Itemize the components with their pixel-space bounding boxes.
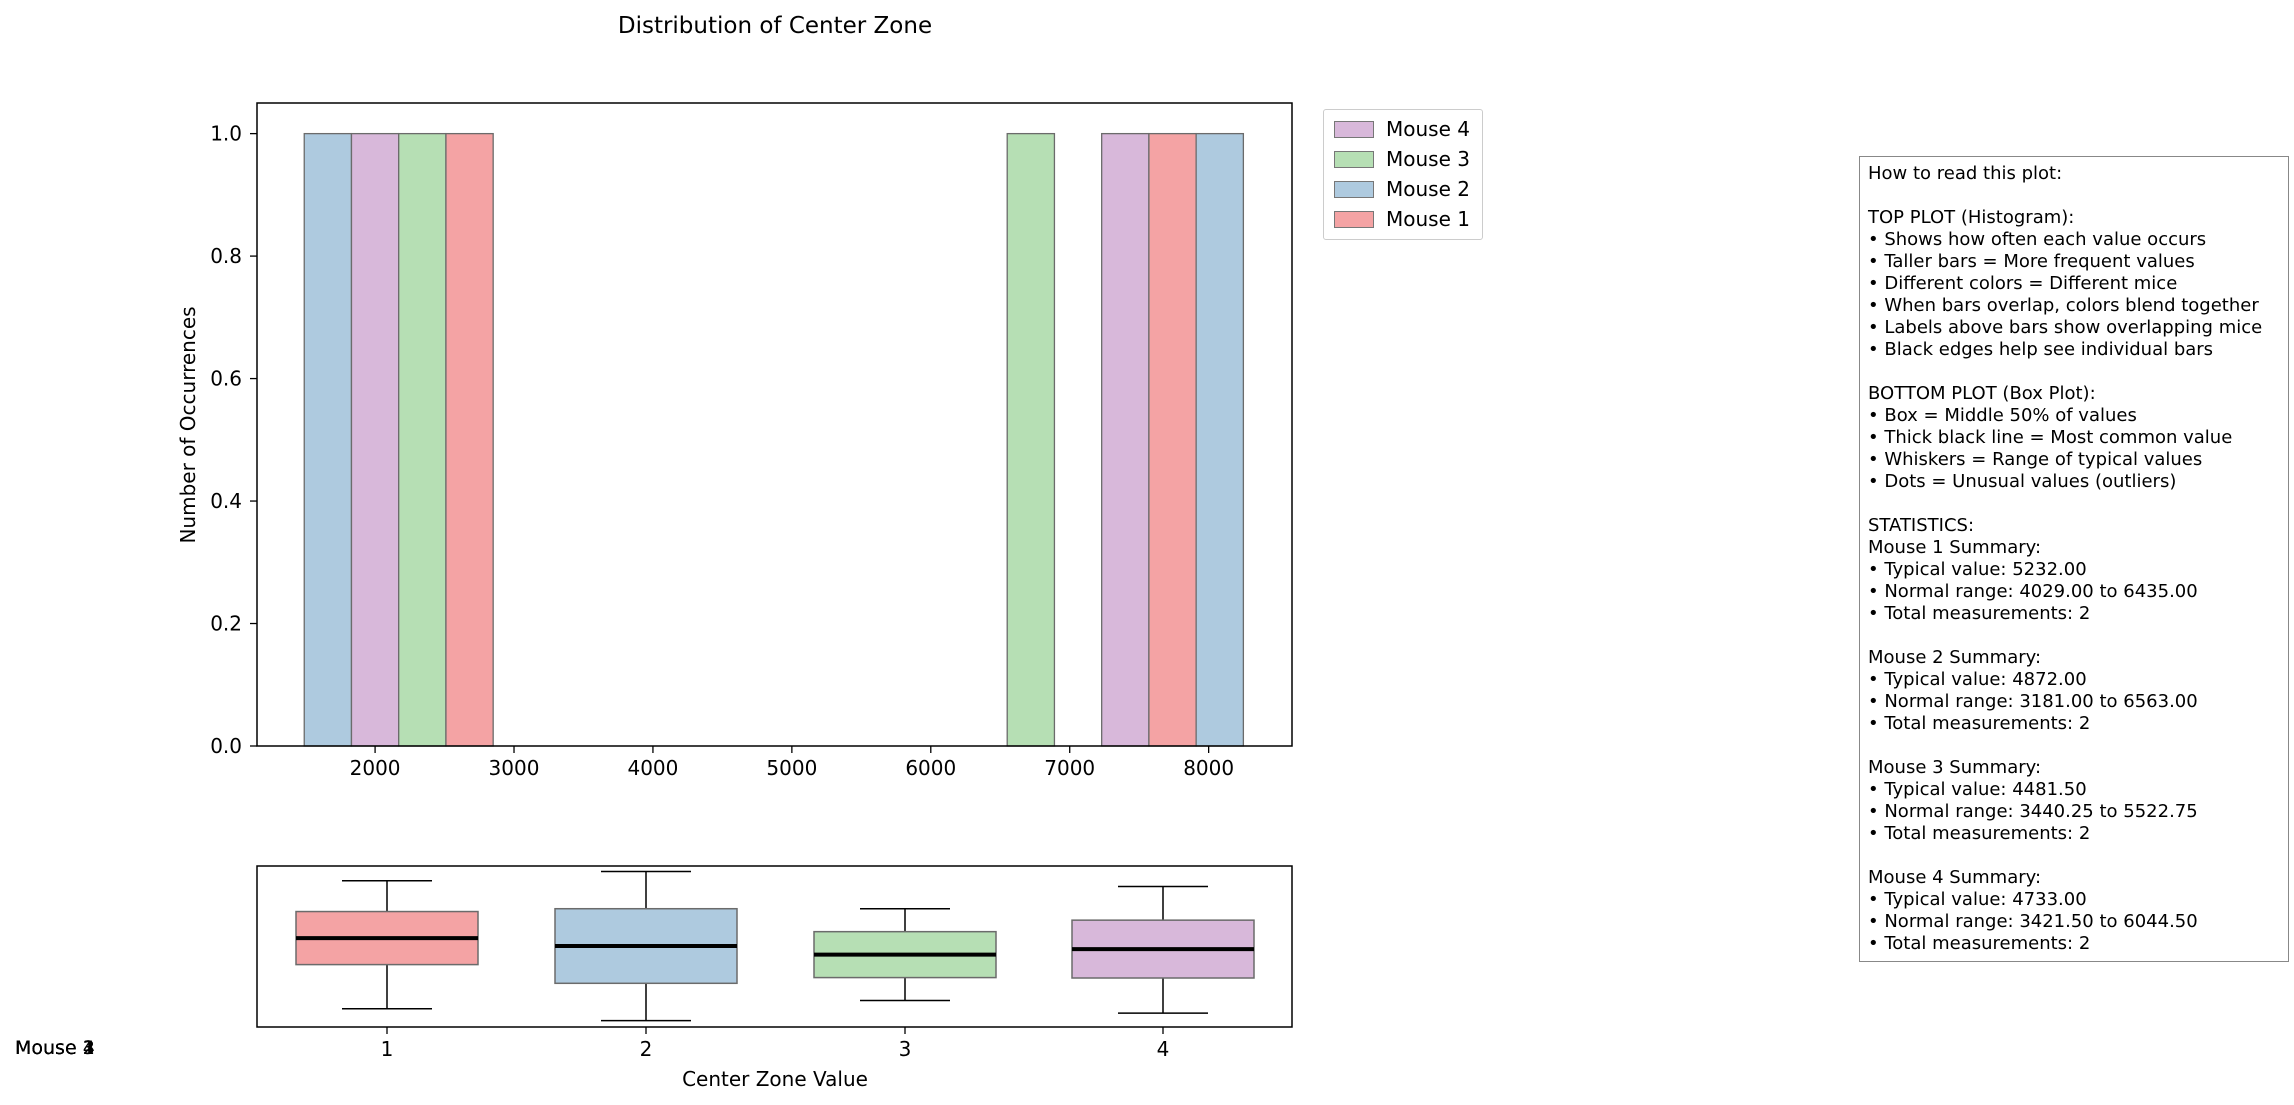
info-line: How to read this plot: bbox=[1868, 163, 2063, 184]
info-line bbox=[1868, 361, 2280, 383]
info-line: • Dots = Unusual values (outliers) bbox=[1868, 471, 2177, 492]
info-line bbox=[1868, 625, 2280, 647]
info-line: • Typical value: 4733.00 bbox=[1868, 889, 2087, 910]
histogram-bar bbox=[350, 132, 400, 747]
info-line: • Total measurements: 2 bbox=[1868, 933, 2091, 954]
legend-swatch bbox=[1334, 210, 1374, 228]
y-tick-label: 0.8 bbox=[210, 244, 242, 268]
overlapping-mouse-label: Mouse 4 bbox=[15, 1037, 95, 1059]
histogram-bar bbox=[303, 132, 353, 747]
info-line: TOP PLOT (Histogram): bbox=[1868, 207, 2075, 228]
x-tick-label: 4000 bbox=[627, 756, 678, 780]
info-line: • Typical value: 4872.00 bbox=[1868, 669, 2087, 690]
info-line: Mouse 1 Summary: bbox=[1868, 537, 2042, 558]
box-x-tick-label: 3 bbox=[899, 1037, 912, 1061]
x-tick-label: 3000 bbox=[489, 756, 540, 780]
y-tick-label: 0.6 bbox=[210, 367, 242, 391]
legend-item-mouse-4: Mouse 4 bbox=[1334, 117, 1470, 141]
info-line: • Total measurements: 2 bbox=[1868, 603, 2091, 624]
overlapping-mouse-label: Mouse 3 bbox=[15, 1037, 95, 1059]
info-line: • Taller bars = More frequent values bbox=[1868, 251, 2195, 272]
legend-label: Mouse 4 bbox=[1386, 117, 1470, 141]
overlapping-mouse-label: Mouse 2 bbox=[15, 1037, 95, 1059]
info-line: Mouse 3 Summary: bbox=[1868, 757, 2042, 778]
info-line bbox=[1868, 493, 2280, 515]
info-line: • Normal range: 3421.50 to 6044.50 bbox=[1868, 911, 2198, 932]
info-line: • Normal range: 4029.00 to 6435.00 bbox=[1868, 581, 2198, 602]
info-line: • Total measurements: 2 bbox=[1868, 823, 2091, 844]
chart-legend: Mouse 4 Mouse 3 Mouse 2 Mouse 1 bbox=[1323, 109, 1483, 240]
boxplot-axes-frame bbox=[256, 865, 1293, 1028]
legend-item-mouse-2: Mouse 2 bbox=[1334, 177, 1470, 201]
legend-item-mouse-1: Mouse 1 bbox=[1334, 207, 1470, 231]
histogram-bar bbox=[445, 132, 494, 747]
info-line: • Black edges help see individual bars bbox=[1868, 339, 2214, 360]
info-line: • Total measurements: 2 bbox=[1868, 713, 2091, 734]
legend-swatch bbox=[1334, 180, 1374, 198]
legend-label: Mouse 2 bbox=[1386, 177, 1470, 201]
y-axis-label: Number of Occurrences bbox=[176, 306, 200, 543]
overlapping-mouse-label: Mouse 1 bbox=[15, 1037, 95, 1059]
y-tick-label: 1.0 bbox=[210, 122, 242, 146]
x-tick-label: 2000 bbox=[350, 756, 401, 780]
histogram-bar bbox=[1006, 132, 1056, 747]
legend-item-mouse-3: Mouse 3 bbox=[1334, 147, 1470, 171]
y-tick-label: 0.4 bbox=[210, 489, 242, 513]
box-x-tick-label: 2 bbox=[640, 1037, 653, 1061]
legend-swatch bbox=[1334, 150, 1374, 168]
info-line bbox=[1868, 185, 2280, 207]
info-line: • When bars overlap, colors blend togeth… bbox=[1868, 295, 2259, 316]
x-tick-label: 6000 bbox=[905, 756, 956, 780]
info-line: • Different colors = Different mice bbox=[1868, 273, 2178, 294]
x-axis-label: Center Zone Value bbox=[682, 1067, 868, 1091]
x-tick-label: 5000 bbox=[766, 756, 817, 780]
histogram-bar bbox=[1195, 132, 1245, 747]
x-tick-label: 7000 bbox=[1044, 756, 1095, 780]
reading-guide-textbox: How to read this plot: TOP PLOT (Histogra… bbox=[1859, 156, 2289, 962]
info-line: • Typical value: 4481.50 bbox=[1868, 779, 2087, 800]
info-line: • Whiskers = Range of typical values bbox=[1868, 449, 2203, 470]
info-line bbox=[1868, 845, 2280, 867]
info-line: • Thick black line = Most common value bbox=[1868, 427, 2233, 448]
info-line: • Labels above bars show overlapping mic… bbox=[1868, 317, 2263, 338]
info-line: • Normal range: 3181.00 to 6563.00 bbox=[1868, 691, 2198, 712]
box-x-tick-label: 4 bbox=[1157, 1037, 1170, 1061]
info-line: • Box = Middle 50% of values bbox=[1868, 405, 2137, 426]
info-line: • Typical value: 5232.00 bbox=[1868, 559, 2087, 580]
info-line: Mouse 2 Summary: bbox=[1868, 647, 2042, 668]
histogram-axes-frame bbox=[256, 102, 1293, 747]
histogram-bar bbox=[1148, 132, 1197, 747]
info-line: STATISTICS: bbox=[1868, 515, 1975, 536]
y-tick-label: 0.0 bbox=[210, 734, 242, 758]
legend-label: Mouse 3 bbox=[1386, 147, 1470, 171]
info-line: • Shows how often each value occurs bbox=[1868, 229, 2207, 250]
chart-title: Distribution of Center Zone bbox=[618, 13, 932, 39]
box-x-tick-label: 1 bbox=[381, 1037, 394, 1061]
info-line: • Normal range: 3440.25 to 5522.75 bbox=[1868, 801, 2198, 822]
histogram-bar bbox=[398, 132, 447, 747]
info-line: Mouse 4 Summary: bbox=[1868, 867, 2042, 888]
info-line bbox=[1868, 735, 2280, 757]
x-tick-label: 8000 bbox=[1183, 756, 1234, 780]
legend-swatch bbox=[1334, 120, 1374, 138]
histogram-bar bbox=[1101, 132, 1150, 747]
info-line: BOTTOM PLOT (Box Plot): bbox=[1868, 383, 2096, 404]
legend-label: Mouse 1 bbox=[1386, 207, 1470, 231]
y-tick-label: 0.2 bbox=[210, 612, 242, 636]
